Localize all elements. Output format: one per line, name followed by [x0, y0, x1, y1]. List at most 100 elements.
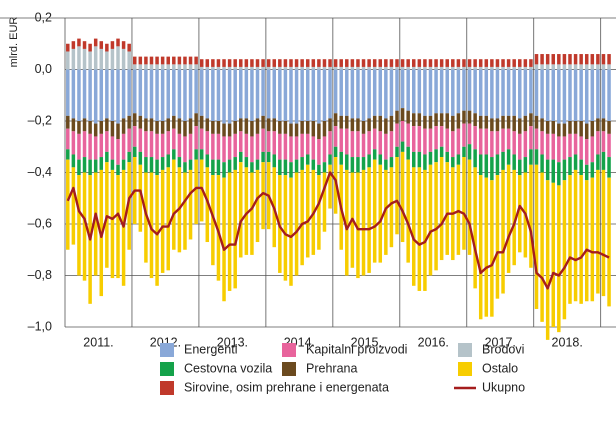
bar-segment: [423, 169, 427, 291]
bar-segment: [110, 48, 115, 70]
bar-segment: [166, 154, 170, 168]
bar-segment: [590, 64, 595, 70]
bar-segment: [116, 46, 120, 70]
bar-segment: [300, 121, 304, 134]
bar-segment: [400, 141, 405, 152]
bar-segment: [456, 154, 461, 165]
bar-segment: [205, 154, 210, 168]
bar-segment: [166, 64, 170, 70]
bar-segment: [211, 175, 215, 266]
bar-segment: [495, 66, 500, 70]
bar-segment: [473, 149, 477, 168]
bar-segment: [172, 159, 176, 250]
bar-segment: [384, 133, 388, 160]
bar-segment: [584, 164, 589, 181]
bar-segment: [484, 69, 489, 116]
bar-segment: [149, 69, 154, 119]
bar-segment: [144, 56, 148, 65]
bar-segment: [434, 149, 438, 163]
bar-segment: [607, 133, 611, 158]
bar-segment: [211, 66, 215, 70]
bar-segment: [144, 69, 148, 119]
bar-segment: [110, 41, 115, 49]
y-tick-label: –1,0: [28, 319, 52, 333]
bar-segment: [155, 64, 159, 70]
bar-segment: [261, 162, 265, 230]
bar-segment: [356, 172, 360, 279]
bar-segment: [172, 149, 176, 160]
bar-segment: [350, 157, 355, 173]
bar-segment: [311, 136, 316, 160]
bar-segment: [278, 133, 282, 160]
bar-segment: [116, 69, 120, 124]
bar-segment: [439, 66, 444, 70]
bar-segment: [584, 139, 589, 165]
bar-segment: [127, 162, 131, 250]
bar-segment: [322, 121, 327, 137]
bar-segment: [311, 159, 316, 170]
bar-segment: [506, 115, 511, 129]
bar-segment: [339, 115, 343, 129]
bar-segment: [384, 118, 388, 134]
y-tick-label: –0,6: [28, 216, 52, 230]
bar-segment: [573, 69, 578, 121]
bar-segment: [177, 56, 182, 65]
bar-segment: [311, 59, 316, 67]
bar-segment: [328, 154, 332, 165]
bar-segment: [356, 59, 360, 67]
bar-segment: [188, 133, 193, 160]
bar-segment: [305, 133, 310, 155]
bar-segment: [116, 38, 120, 47]
bar-segment: [412, 151, 416, 168]
bar-segment: [557, 136, 561, 163]
bar-segment: [406, 66, 410, 70]
bar-segment: [71, 69, 76, 119]
bar-segment: [389, 115, 394, 132]
bar-segment: [361, 69, 366, 121]
bar-segment: [160, 56, 165, 65]
bar-segment: [149, 157, 154, 173]
bar-segment: [105, 51, 109, 70]
bar-segment: [66, 128, 70, 150]
bar-segment: [194, 69, 198, 114]
bar-segment: [400, 66, 405, 70]
bar-segment: [350, 69, 355, 119]
bar-segment: [345, 169, 349, 276]
bar-segment: [66, 69, 70, 116]
bar-segment: [121, 169, 126, 286]
bar-segment: [462, 123, 466, 147]
bar-segment: [456, 66, 461, 70]
bar-segment: [294, 123, 299, 137]
bar-segment: [378, 164, 383, 263]
bar-segment: [412, 69, 416, 114]
bar-segment: [205, 118, 210, 132]
bar-segment: [395, 69, 399, 111]
bar-segment: [71, 118, 76, 132]
bar-segment: [551, 121, 555, 134]
bar-segment: [283, 159, 288, 176]
bar-segment: [250, 69, 254, 121]
legend-swatch: [282, 343, 296, 357]
bar-segment: [121, 159, 126, 170]
bar-segment: [216, 121, 221, 134]
bar-segment: [584, 69, 589, 124]
bar-segment: [305, 66, 310, 70]
bar-segment: [350, 59, 355, 67]
bar-segment: [540, 172, 544, 322]
bar-segment: [305, 59, 310, 67]
bar-segment: [439, 126, 444, 147]
bar-segment: [66, 43, 70, 52]
bar-segment: [478, 69, 483, 116]
bar-segment: [529, 59, 533, 67]
bar-segment: [88, 51, 92, 70]
bar-segment: [199, 59, 204, 67]
bar-segment: [71, 167, 76, 245]
bar-segment: [478, 128, 483, 155]
bar-segment: [233, 69, 237, 121]
bar-segment: [451, 59, 455, 67]
bar-segment: [534, 164, 539, 309]
bar-segment: [255, 169, 260, 243]
bar-segment: [278, 59, 282, 67]
legend-label: Energenti: [184, 342, 238, 356]
bar-segment: [328, 131, 332, 155]
